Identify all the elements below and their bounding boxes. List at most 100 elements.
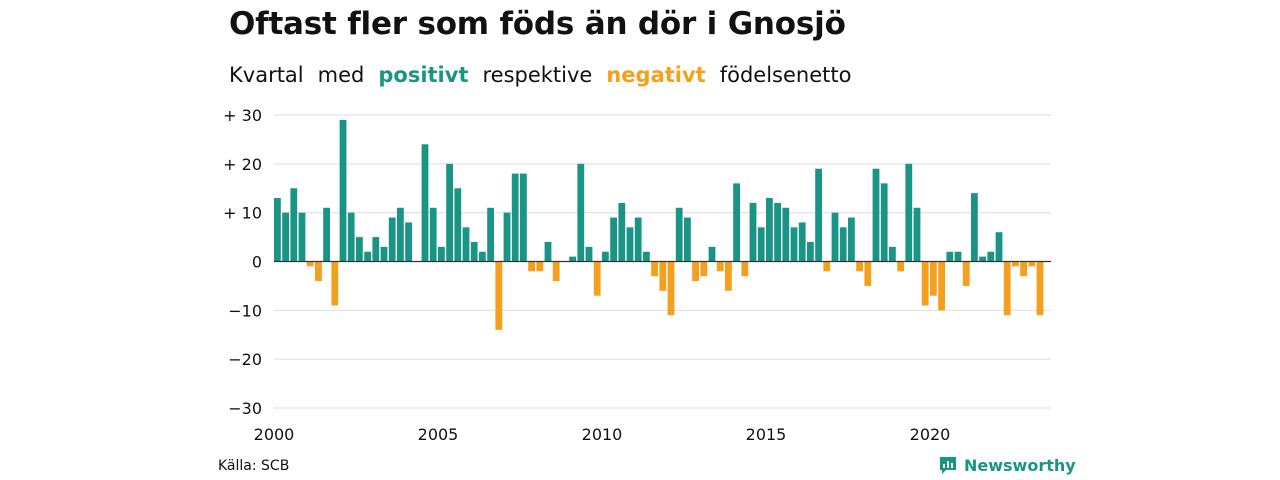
x-tick-label: 2000: [254, 425, 295, 444]
subtitle-word: Kvartal: [229, 63, 304, 87]
bar: [700, 261, 708, 277]
bar: [741, 261, 749, 277]
y-axis: + 30 + 20 + 10 0 −10 −20 −30: [223, 106, 262, 418]
bar: [1020, 261, 1027, 277]
bar: [634, 217, 642, 262]
bar: [1003, 261, 1011, 316]
bar: [807, 241, 814, 262]
subtitle-word: med: [317, 63, 365, 87]
bar: [282, 212, 289, 262]
bar: [610, 217, 617, 262]
bar: [462, 227, 470, 262]
brand[interactable]: Newsworthy: [938, 455, 1076, 475]
subtitle-positive: positivt: [378, 63, 469, 87]
y-tick-label: + 30: [223, 106, 262, 125]
bar: [405, 222, 412, 262]
bar: [552, 261, 560, 282]
bar: [651, 261, 658, 277]
bar: [487, 207, 494, 262]
bar: [520, 173, 527, 262]
x-tick-label: 2010: [582, 425, 623, 444]
y-tick-label: 0: [252, 253, 262, 272]
y-tick-label: + 20: [223, 155, 262, 174]
y-tick-label: −20: [228, 350, 262, 369]
bar: [290, 188, 298, 262]
bar: [323, 207, 330, 262]
bar: [528, 261, 535, 272]
bar: [470, 241, 478, 262]
brand-name: Newsworthy: [964, 455, 1076, 475]
bar: [1036, 261, 1044, 316]
bar: [331, 261, 339, 306]
chart-title: Oftast fler som föds än dör i Gnosjö: [229, 6, 846, 42]
bar: [536, 261, 544, 272]
bar: [774, 202, 781, 262]
bar: [569, 256, 576, 262]
bars: [274, 119, 1044, 330]
bar: [905, 163, 913, 262]
bar: [684, 217, 691, 262]
x-tick-label: 2005: [418, 425, 459, 444]
x-axis: 2000 2005 2010 2015 2020: [254, 425, 951, 444]
bar: [643, 251, 650, 262]
bar: [938, 261, 945, 311]
bar: [511, 173, 519, 262]
bar: [388, 217, 396, 262]
bar: [921, 261, 929, 306]
subtitle-negative: negativt: [606, 63, 706, 87]
bar: [757, 227, 765, 262]
bar: [864, 261, 872, 286]
bar: [495, 261, 503, 330]
bar: [364, 251, 371, 262]
bar: [716, 261, 724, 272]
bar: [397, 207, 404, 262]
bar: [725, 261, 732, 291]
bar: [503, 212, 511, 262]
bar: [1028, 261, 1036, 267]
y-tick-label: + 10: [223, 204, 262, 223]
bar: [577, 163, 585, 262]
bar: [479, 251, 486, 262]
bar: [421, 144, 429, 262]
bar: [872, 168, 880, 262]
bar: [831, 212, 839, 262]
bar: [1012, 261, 1019, 267]
bar: [995, 232, 1003, 262]
bar: [429, 207, 437, 262]
bar: [749, 202, 757, 262]
bar: [626, 227, 634, 262]
bar: [954, 251, 962, 262]
x-tick-label: 2015: [746, 425, 787, 444]
bar: [856, 261, 863, 272]
bar: [602, 251, 609, 262]
y-tick-label: −10: [228, 301, 262, 320]
bar: [454, 188, 462, 262]
bar: [889, 246, 896, 262]
y-tick-label: −30: [228, 399, 262, 418]
bar: [298, 212, 306, 262]
bar: [766, 198, 773, 262]
bar: [971, 193, 978, 262]
bar: [733, 183, 740, 262]
bar: [659, 261, 667, 291]
bar: [306, 261, 314, 267]
bar: [667, 261, 675, 316]
bar: [585, 246, 593, 262]
bar: [913, 207, 921, 262]
source-note: Källa: SCB: [218, 458, 290, 474]
x-tick-label: 2020: [910, 425, 951, 444]
bar: [618, 202, 626, 262]
bar: [438, 246, 445, 262]
bar: [839, 227, 847, 262]
bar: [790, 227, 798, 262]
subtitle-word: respektive: [482, 63, 593, 87]
bar: [848, 217, 855, 262]
bar: [708, 246, 716, 262]
bar: [962, 261, 970, 286]
bar: [897, 261, 904, 272]
newsworthy-logo-icon: [940, 457, 956, 474]
bar: [315, 261, 322, 282]
bar: [356, 237, 363, 262]
bar: [946, 251, 954, 262]
